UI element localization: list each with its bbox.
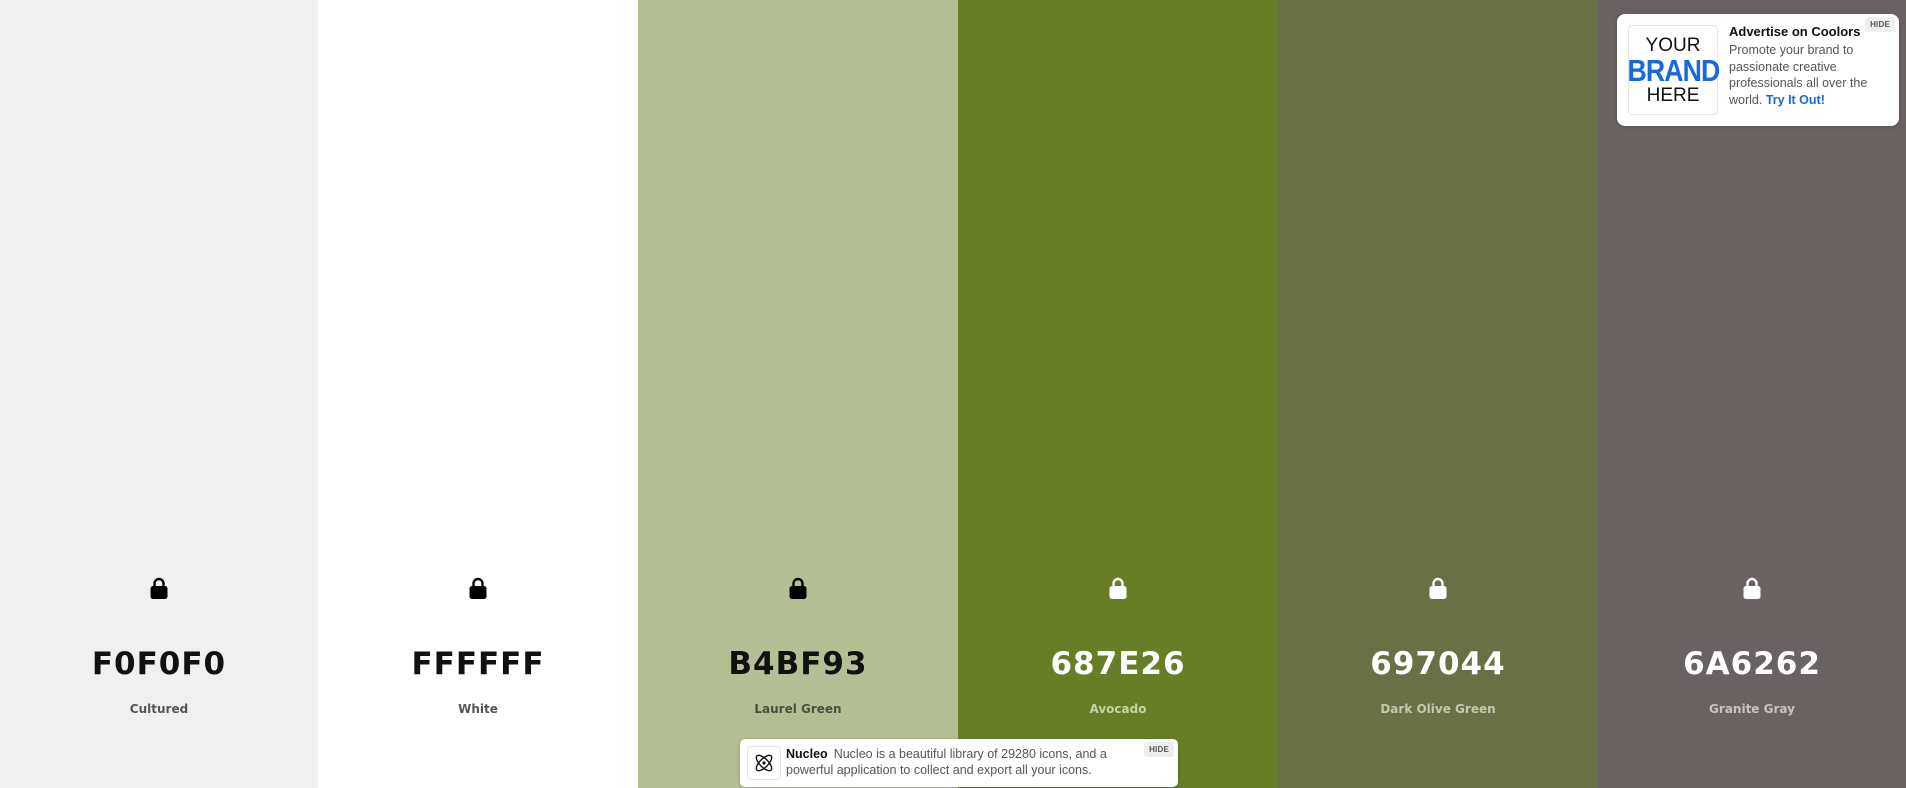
advertise-card[interactable]: YOUR BRAND HERE Advertise on Coolors Pro…: [1617, 14, 1899, 126]
color-name[interactable]: Cultured: [129, 702, 189, 716]
lock-icon[interactable]: [1742, 576, 1762, 600]
ad-title: Advertise on Coolors: [1729, 24, 1861, 39]
logo-line-3: HERE: [1646, 84, 1700, 106]
swatch-column[interactable]: FFFFFF White: [318, 0, 638, 788]
swatch-column[interactable]: F0F0F0 Cultured: [0, 0, 318, 788]
color-name[interactable]: Granite Gray: [1709, 702, 1795, 716]
lock-icon[interactable]: [1108, 576, 1128, 600]
lock-icon[interactable]: [788, 576, 808, 600]
hex-code[interactable]: 697044: [1370, 646, 1506, 682]
swatch-column[interactable]: 6A6262 Granite Gray: [1598, 0, 1906, 788]
logo-line-2: BRAND: [1627, 52, 1720, 88]
hex-code[interactable]: B4BF93: [728, 646, 868, 682]
color-name[interactable]: White: [458, 702, 498, 716]
ad-text: Promote your brand to passionate creativ…: [1729, 43, 1868, 107]
try-it-out-link[interactable]: Try It Out!: [1765, 92, 1825, 107]
atom-icon: [747, 746, 781, 780]
banner-brand: Nucleo: [786, 747, 828, 761]
swatch-column[interactable]: 687E26 Avocado: [958, 0, 1278, 788]
color-name[interactable]: Avocado: [1089, 702, 1147, 716]
lock-icon[interactable]: [149, 576, 169, 600]
banner-description: Nucleo is a beautiful library of 29280 i…: [786, 747, 1107, 777]
color-name[interactable]: Laurel Green: [754, 702, 842, 716]
swatch-column[interactable]: 697044 Dark Olive Green: [1278, 0, 1598, 788]
hex-code[interactable]: 6A6262: [1683, 646, 1821, 682]
hex-code[interactable]: FFFFFF: [411, 646, 545, 682]
hide-banner-button[interactable]: HIDE: [1144, 742, 1174, 757]
hex-code[interactable]: 687E26: [1050, 646, 1186, 682]
swatch-column[interactable]: B4BF93 Laurel Green: [638, 0, 958, 788]
hex-code[interactable]: F0F0F0: [91, 646, 227, 682]
logo-line-1: YOUR: [1645, 34, 1701, 56]
lock-icon[interactable]: [1428, 576, 1448, 600]
hide-ad-button[interactable]: HIDE: [1865, 17, 1895, 32]
lock-icon[interactable]: [468, 576, 488, 600]
nucleo-banner[interactable]: Nucleo Nucleo is a beautiful library of 2…: [740, 739, 1178, 787]
color-name[interactable]: Dark Olive Green: [1380, 702, 1496, 716]
brand-placeholder-logo: YOUR BRAND HERE: [1627, 25, 1720, 115]
banner-text: Nucleo Nucleo is a beautiful library of 2…: [786, 746, 1136, 778]
ad-description: Promote your brand to passionate creativ…: [1729, 42, 1879, 108]
